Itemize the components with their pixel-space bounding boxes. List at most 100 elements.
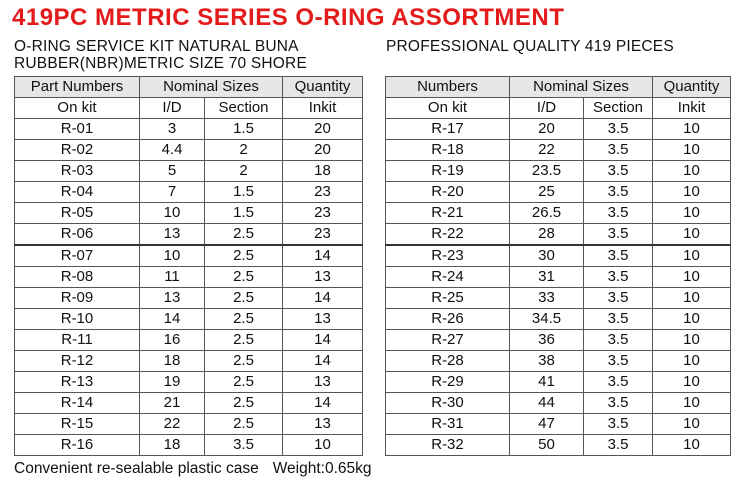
cell-part-number: R-32 [385,434,510,456]
cell-quantity: 10 [652,181,731,203]
cell-part-number: R-26 [385,308,510,330]
cell-section: 2.5 [204,244,283,267]
cell-quantity: 10 [282,434,363,456]
header-quantity: Quantity [282,76,363,98]
cell-id: 31 [509,266,584,288]
header-quantity: Quantity [652,76,731,98]
cell-quantity: 10 [652,371,731,393]
cell-quantity: 18 [282,160,363,182]
cell-section: 3.5 [583,139,653,161]
table-row: R-21 26.5 3.5 10 [385,202,731,224]
cell-id: 16 [139,329,205,351]
cell-quantity: 20 [282,118,363,140]
cell-id: 22 [509,139,584,161]
cell-section: 3.5 [583,223,653,246]
cell-id: 23.5 [509,160,584,182]
cell-section: 2.5 [204,223,283,246]
cell-id: 10 [139,202,205,224]
table-row: R-03 5 2 18 [14,160,363,182]
cell-quantity: 10 [652,118,731,140]
cell-section: 1.5 [204,202,283,224]
cell-id: 19 [139,371,205,393]
table-row: R-23 30 3.5 10 [385,244,731,267]
cell-part-number: R-18 [385,139,510,161]
table-row: R-05 10 1.5 23 [14,202,363,224]
cell-part-number: R-30 [385,392,510,414]
header-section: Section [204,97,283,119]
cell-part-number: R-09 [14,287,140,309]
table-row: R-04 7 1.5 23 [14,181,363,203]
cell-id: 30 [509,244,584,267]
cell-id: 33 [509,287,584,309]
right-oring-table: Numbers Nominal Sizes Quantity On kit I/… [385,76,731,456]
table-row: R-27 36 3.5 10 [385,329,731,351]
cell-section: 3.5 [583,160,653,182]
case-note: Convenient re-sealable plastic case [14,460,259,477]
cell-quantity: 10 [652,160,731,182]
cell-section: 3.5 [583,118,653,140]
cell-id: 20 [509,118,584,140]
cell-part-number: R-28 [385,350,510,372]
cell-id: 44 [509,392,584,414]
table-row: R-16 18 3.5 10 [14,434,363,456]
cell-quantity: 10 [652,266,731,288]
table-row: R-28 38 3.5 10 [385,350,731,372]
cell-id: 36 [509,329,584,351]
cell-part-number: R-16 [14,434,140,456]
cell-id: 7 [139,181,205,203]
cell-quantity: 10 [652,434,731,456]
cell-quantity: 23 [282,202,363,224]
cell-part-number: R-07 [14,244,140,267]
table-row: R-26 34.5 3.5 10 [385,308,731,330]
cell-quantity: 10 [652,413,731,435]
table-row: R-31 47 3.5 10 [385,413,731,435]
cell-section: 3.5 [583,413,653,435]
cell-section: 3.5 [583,308,653,330]
table-row: R-09 13 2.5 14 [14,287,363,309]
cell-quantity: 10 [652,202,731,224]
table-row: R-14 21 2.5 14 [14,392,363,414]
cell-part-number: R-19 [385,160,510,182]
cell-part-number: R-12 [14,350,140,372]
cell-part-number: R-05 [14,202,140,224]
table-row: R-02 4.4 2 20 [14,139,363,161]
cell-quantity: 23 [282,181,363,203]
cell-id: 18 [139,350,205,372]
cell-id: 34.5 [509,308,584,330]
cell-quantity: 14 [282,350,363,372]
table-row: R-07 10 2.5 14 [14,244,363,267]
cell-quantity: 13 [282,371,363,393]
header-section: Section [583,97,653,119]
table-row: R-22 28 3.5 10 [385,223,731,246]
table-row: R-12 18 2.5 14 [14,350,363,372]
page-title: 419PC METRIC SERIES O-RING ASSORTMENT [12,4,565,31]
cell-quantity: 10 [652,287,731,309]
cell-quantity: 10 [652,139,731,161]
cell-section: 2 [204,160,283,182]
cell-id: 4.4 [139,139,205,161]
cell-part-number: R-22 [385,223,510,246]
cell-part-number: R-29 [385,371,510,393]
cell-section: 3.5 [583,392,653,414]
header-id: I/D [139,97,205,119]
table-row: R-19 23.5 3.5 10 [385,160,731,182]
cell-id: 38 [509,350,584,372]
cell-quantity: 14 [282,244,363,267]
cell-part-number: R-01 [14,118,140,140]
header-on-kit: On kit [14,97,140,119]
cell-part-number: R-31 [385,413,510,435]
cell-id: 28 [509,223,584,246]
cell-id: 5 [139,160,205,182]
footer: Convenient re-sealable plastic case Weigh… [14,460,372,478]
table-row: R-10 14 2.5 13 [14,308,363,330]
cell-part-number: R-04 [14,181,140,203]
cell-part-number: R-17 [385,118,510,140]
cell-part-number: R-06 [14,223,140,246]
cell-quantity: 10 [652,223,731,246]
table-row: R-11 16 2.5 14 [14,329,363,351]
subtitle-right: PROFESSIONAL QUALITY 419 PIECES [386,38,674,55]
cell-section: 3.5 [583,244,653,267]
cell-id: 47 [509,413,584,435]
cell-section: 2.5 [204,392,283,414]
cell-part-number: R-14 [14,392,140,414]
